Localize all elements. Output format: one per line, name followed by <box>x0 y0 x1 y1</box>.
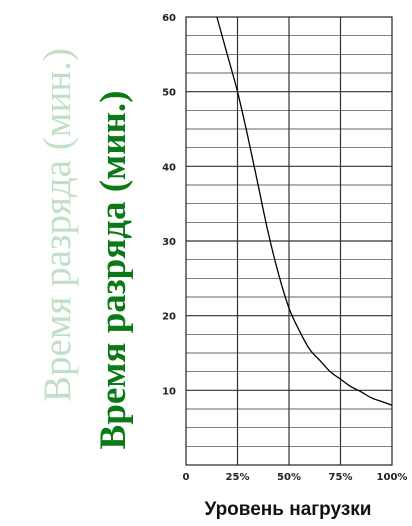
x-tick-label: 50% <box>277 472 301 483</box>
y-tick-labels: 10 20 30 40 50 60 <box>162 13 176 397</box>
x-tick-label: 0 <box>183 472 190 483</box>
x-tick-label: 25% <box>226 472 250 483</box>
plot-frame <box>185 16 393 466</box>
y-tick-label: 60 <box>162 13 176 24</box>
series-line <box>216 16 393 406</box>
y-tick-label: 40 <box>162 162 176 173</box>
x-tick-label: 100% <box>377 472 408 483</box>
y-axis-label-shadow: Время разряда (мин.) <box>36 48 79 402</box>
x-axis-label: Уровень нагрузки <box>204 499 371 520</box>
y-tick-label: 10 <box>162 386 176 397</box>
y-tick-label: 20 <box>162 312 176 323</box>
x-tick-labels: 0 25% 50% 75% 100% <box>183 472 408 483</box>
y-tick-label: 30 <box>162 237 176 248</box>
y-tick-label: 50 <box>162 88 176 99</box>
y-axis-label: Время разряда (мин.) <box>93 91 134 450</box>
chart-grid <box>186 17 392 465</box>
x-tick-label: 75% <box>329 472 353 483</box>
